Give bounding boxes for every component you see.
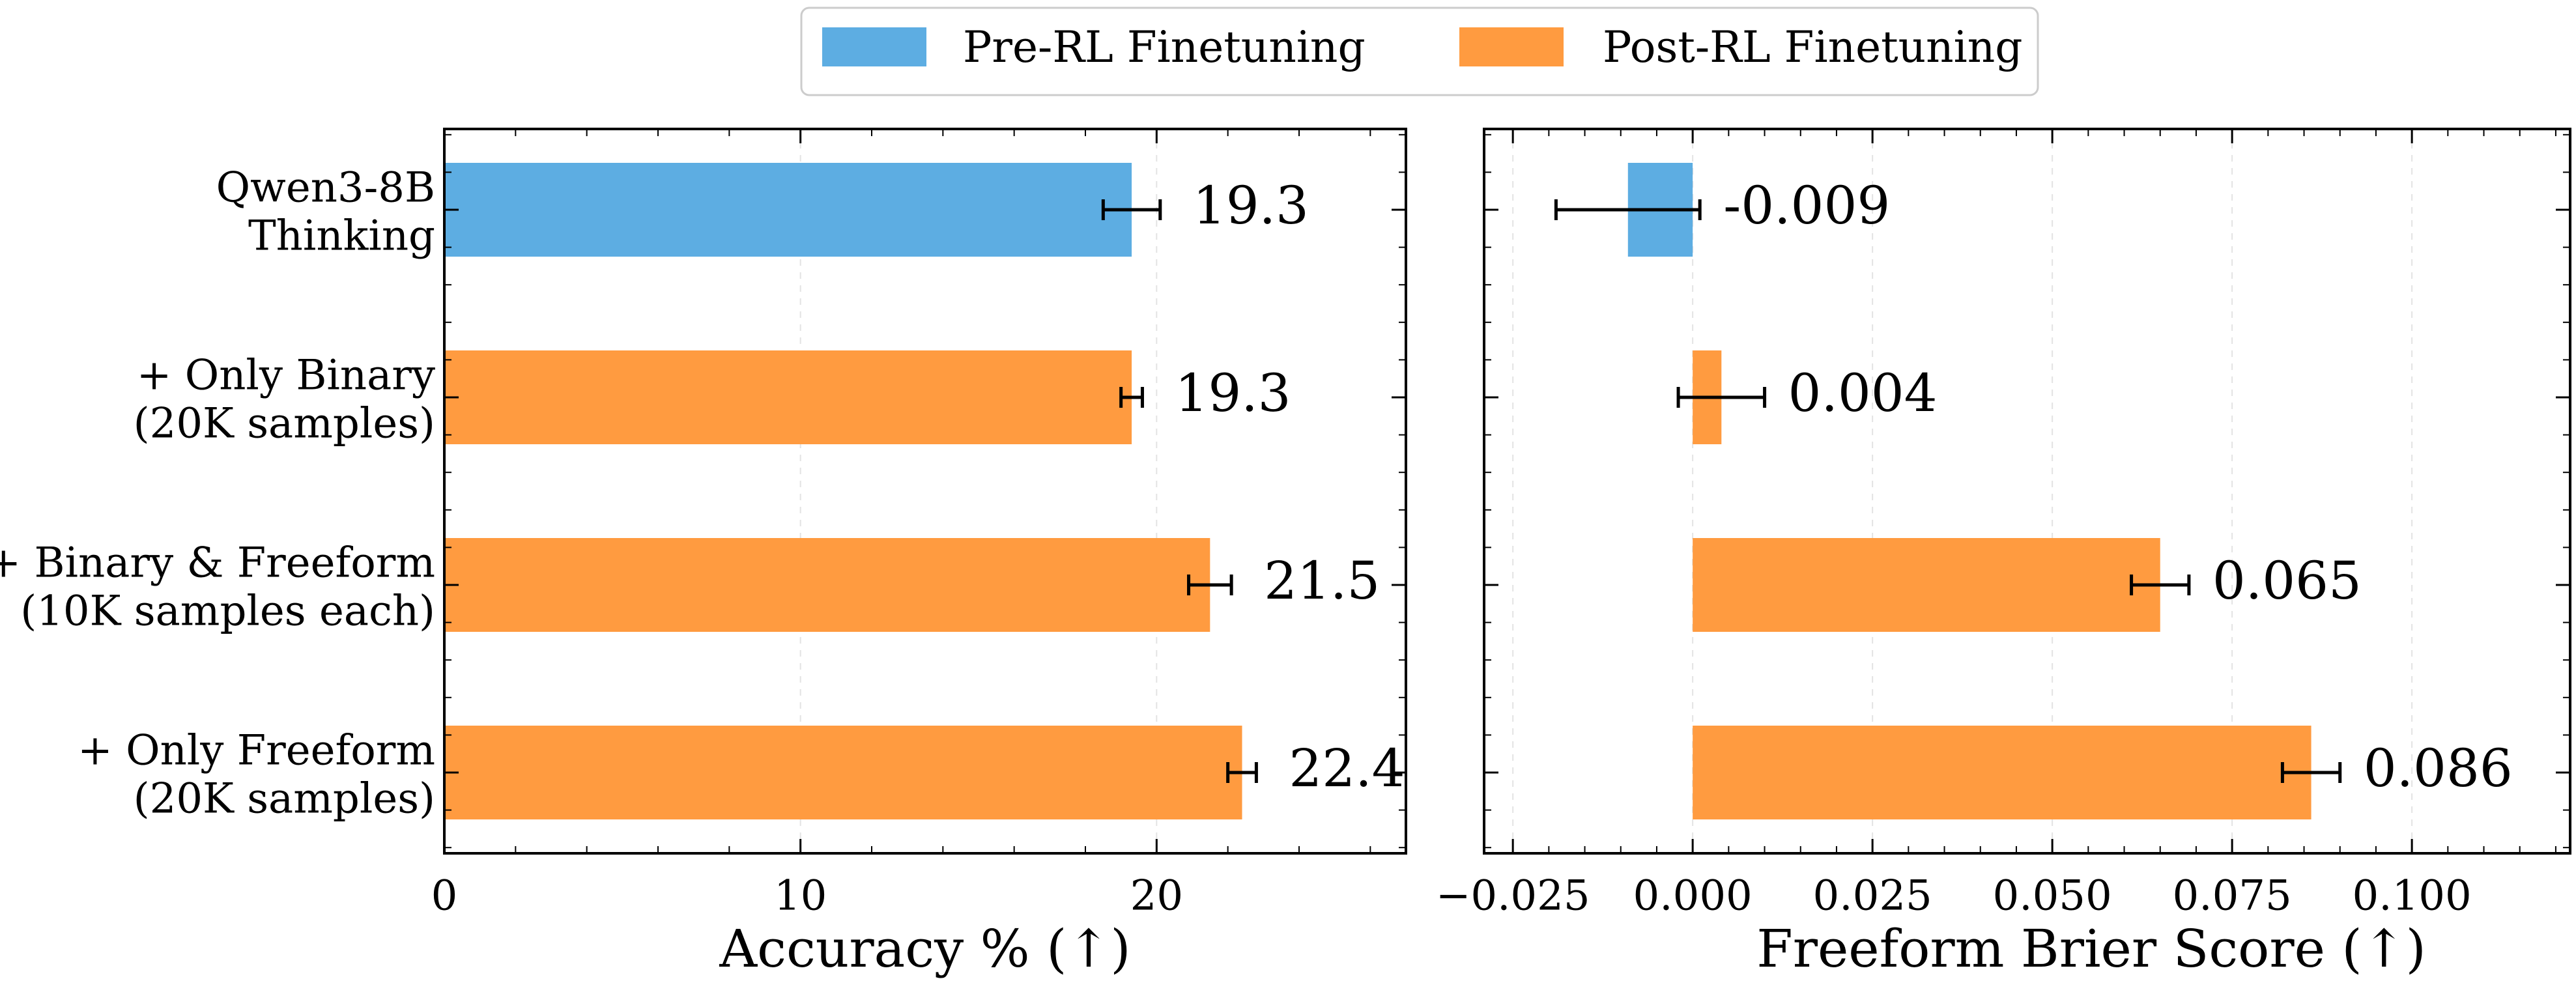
brier-bar [1693,726,2311,819]
legend-swatch-post [1459,27,1564,66]
category-label-line: + Only Freeform [78,727,435,775]
brier-tick-label: 0.000 [1633,872,1753,920]
accuracy-value-label: 19.3 [1193,175,1309,236]
brier-value-label: 0.086 [2364,738,2513,799]
brier-axes-frame [1483,128,2571,855]
accuracy-bar [444,726,1242,819]
brier-tick-label: −0.025 [1436,872,1590,920]
accuracy-panel: 19.3 19.3 21.5 22.4 0 10 20 [431,128,1407,920]
category-label-line: Qwen3-8B [216,164,435,212]
legend: Pre-RL Finetuning Post-RL Finetuning [800,7,2039,96]
accuracy-value-label: 21.5 [1264,550,1380,611]
accuracy-value-label: 19.3 [1175,363,1291,423]
category-labels: Qwen3-8B Thinking + Only Binary (20K sam… [0,164,435,823]
accuracy-axes-frame [443,128,1407,855]
brier-tick-label: 0.100 [2353,872,2472,920]
brier-bar [1693,538,2160,632]
accuracy-axis-title: Accuracy % (↑) [719,918,1130,979]
accuracy-bar [444,538,1210,632]
accuracy-bar [444,350,1132,444]
accuracy-bar [444,163,1132,257]
accuracy-tick-label: 0 [431,872,458,920]
category-label-line: + Binary & Freeform [0,539,435,588]
accuracy-tick-label: 20 [1130,872,1183,920]
category-label-line: (10K samples each) [20,588,435,636]
accuracy-value-label: 22.4 [1289,738,1405,799]
accuracy-tick-label: 10 [774,872,827,920]
legend-swatch-pre [822,27,926,66]
brier-tick-label: 0.050 [1993,872,2112,920]
brier-value-label: 0.004 [1788,363,1938,423]
brier-tick-label: 0.025 [1813,872,1932,920]
legend-label-pre: Pre-RL Finetuning [963,22,1366,72]
brier-panel: -0.009 0.004 0.065 0.086 −0.025 0.000 0.025 0.0… [1436,128,2571,920]
category-label-line: (20K samples) [134,400,435,448]
category-label-line: + Only Binary [137,352,435,400]
brier-value-label: -0.009 [1723,175,1890,236]
category-label-line: Thinking [248,212,435,261]
legend-label-post: Post-RL Finetuning [1603,22,2023,72]
brier-axis-title: Freeform Brier Score (↑) [1756,918,2426,979]
brier-tick-label: 0.075 [2173,872,2292,920]
category-label-line: (20K samples) [134,775,435,823]
brier-value-label: 0.065 [2212,550,2362,611]
legend-box [800,7,2039,96]
